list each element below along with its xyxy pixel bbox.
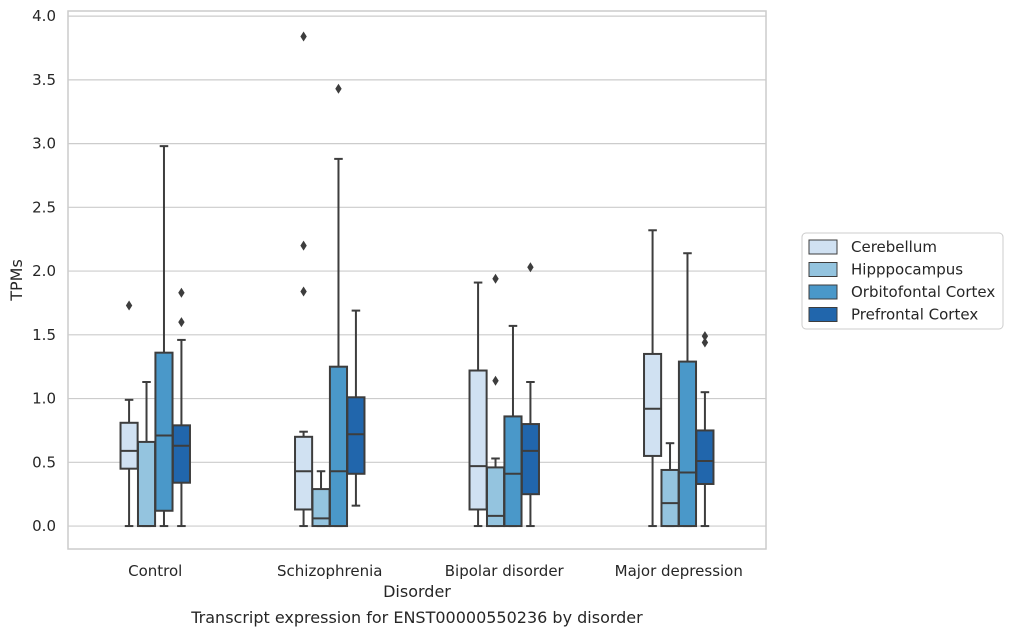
box bbox=[346, 309, 366, 507]
box-body bbox=[643, 352, 663, 457]
box-body bbox=[311, 488, 331, 528]
box-body bbox=[660, 468, 680, 528]
outlier-point bbox=[335, 83, 342, 94]
box-body bbox=[171, 424, 191, 484]
y-tick-label: 2.0 bbox=[32, 262, 56, 280]
y-tick-label: 0.5 bbox=[32, 453, 56, 471]
legend-swatch bbox=[808, 239, 838, 255]
y-tick-label: 0.0 bbox=[32, 517, 56, 535]
box-body bbox=[346, 396, 366, 475]
x-tick-label: Control bbox=[128, 562, 182, 580]
series-prefrontal-cortex bbox=[171, 262, 715, 528]
series-cerebellum bbox=[119, 31, 663, 528]
box-body bbox=[294, 435, 314, 511]
legend-swatch bbox=[808, 262, 838, 277]
outlier-point bbox=[178, 287, 185, 298]
box-body bbox=[695, 429, 715, 485]
chart-caption: Transcript expression for ENST0000055023… bbox=[190, 608, 643, 627]
box bbox=[503, 324, 523, 528]
legend-swatch bbox=[808, 284, 838, 300]
y-tick-label: 2.5 bbox=[32, 198, 56, 216]
x-tick-label: Schizophrenia bbox=[277, 562, 382, 580]
box bbox=[660, 442, 680, 528]
box bbox=[294, 31, 314, 528]
outlier-point bbox=[701, 331, 709, 342]
box bbox=[468, 281, 488, 528]
box-body bbox=[520, 423, 540, 496]
y-tick-label: 3.5 bbox=[32, 71, 56, 89]
y-axis-ticks: 0.0 0.5 1.0 1.5 2.0 2.5 3.0 3.5 4.0 bbox=[32, 7, 56, 535]
outlier-point bbox=[300, 286, 307, 297]
box-body bbox=[154, 351, 174, 512]
box-body bbox=[677, 360, 698, 528]
outlier-point bbox=[125, 300, 133, 311]
y-tick-label: 3.0 bbox=[32, 135, 56, 153]
box bbox=[328, 83, 349, 528]
legend-swatch bbox=[808, 307, 838, 322]
box bbox=[695, 331, 715, 528]
series-orbitofontal-cortex bbox=[154, 83, 698, 528]
outlier-point bbox=[701, 337, 709, 348]
box bbox=[311, 470, 331, 528]
legend-frame bbox=[801, 232, 1004, 330]
series-hipppocampus bbox=[136, 273, 680, 528]
legend-label: Orbitofontal Cortex bbox=[851, 283, 995, 301]
box-body bbox=[503, 415, 523, 528]
outlier-point bbox=[178, 317, 185, 328]
box-body bbox=[485, 466, 506, 528]
box-body bbox=[328, 365, 349, 528]
legend-label: Cerebellum bbox=[851, 238, 937, 256]
legend: Cerebellum Hipppocampus Orbitofontal Corte… bbox=[801, 232, 1004, 330]
plot-area-frame bbox=[67, 10, 767, 550]
y-tick-label: 1.0 bbox=[32, 390, 56, 408]
box bbox=[136, 380, 157, 528]
outlier-point bbox=[492, 375, 499, 386]
outlier-point bbox=[492, 273, 499, 284]
box-series-layer bbox=[119, 31, 715, 528]
box bbox=[171, 287, 191, 528]
y-tick-label: 1.5 bbox=[32, 326, 56, 344]
box bbox=[643, 229, 663, 528]
box-body bbox=[136, 440, 157, 528]
outlier-point bbox=[300, 31, 307, 42]
x-axis-ticks: Control Schizophrenia Bipolar disorder Majo… bbox=[128, 562, 743, 580]
x-axis-label: Disorder bbox=[383, 582, 451, 601]
y-axis-label: TPMs bbox=[7, 259, 26, 302]
y-tick-label: 4.0 bbox=[32, 7, 56, 25]
legend-label: Prefrontal Cortex bbox=[851, 306, 978, 324]
x-tick-label: Bipolar disorder bbox=[445, 562, 565, 580]
box-body bbox=[119, 421, 139, 470]
legend-label: Hipppocampus bbox=[851, 261, 963, 279]
box-body bbox=[468, 369, 488, 511]
box bbox=[520, 262, 540, 528]
x-tick-label: Major depression bbox=[615, 562, 743, 580]
outlier-point bbox=[300, 240, 307, 251]
outlier-point bbox=[527, 262, 534, 273]
